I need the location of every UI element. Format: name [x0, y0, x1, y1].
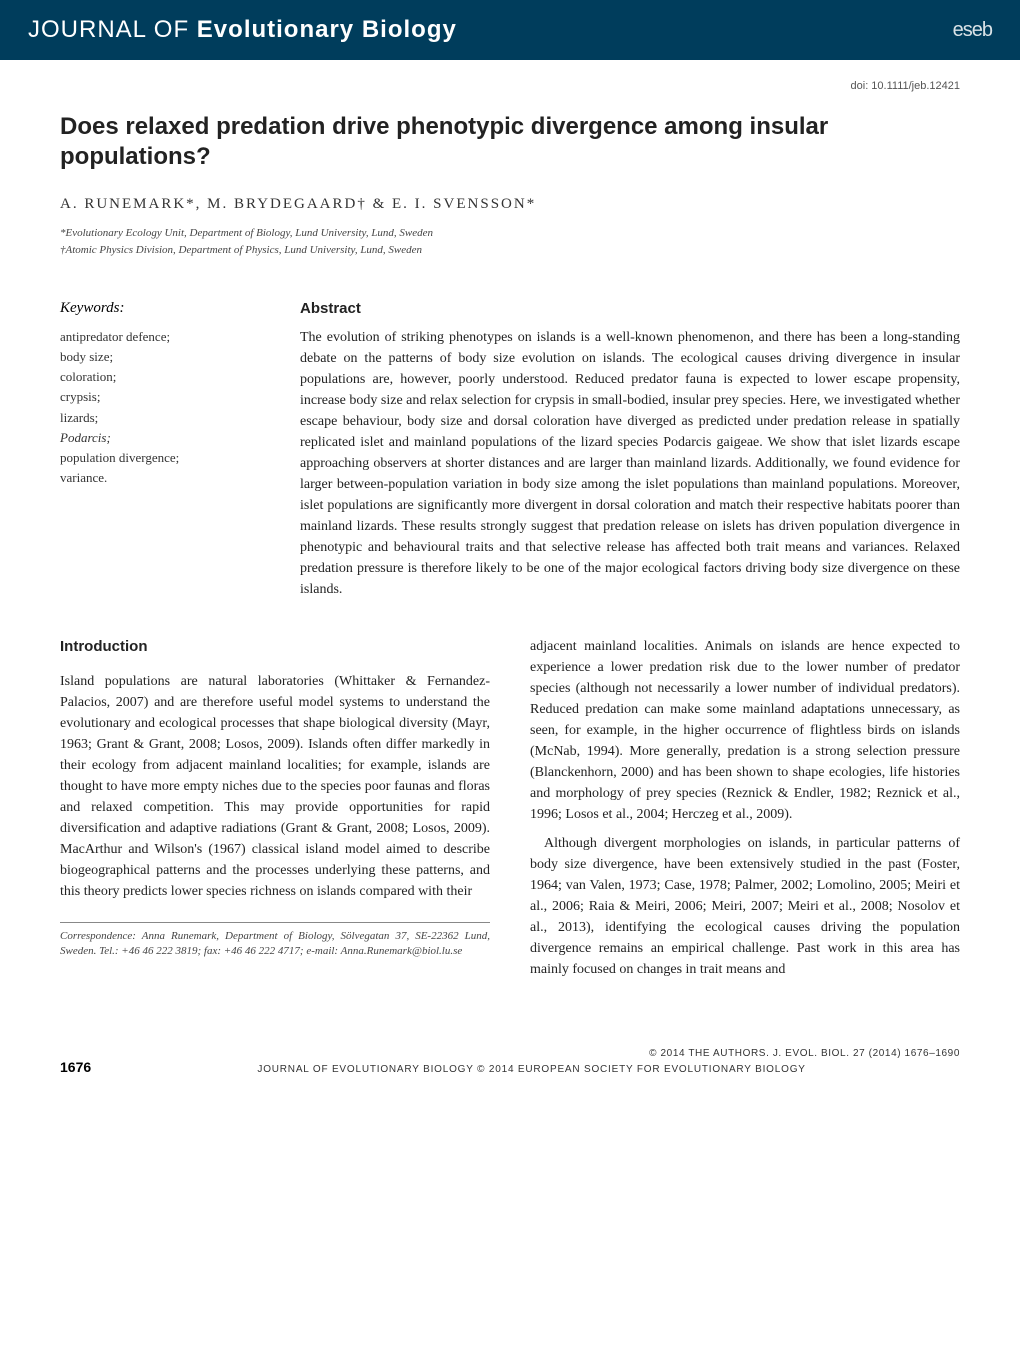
column-right: adjacent mainland localities. Animals on…: [530, 636, 960, 988]
abstract-column: Abstract The evolution of striking pheno…: [300, 300, 960, 600]
page-footer: © 2014 THE AUTHORS. J. EVOL. BIOL. 27 (2…: [0, 1028, 1020, 1091]
journal-banner: JOURNAL OF Evolutionary Biology eseb: [0, 0, 1020, 60]
keyword: Podarcis;: [60, 428, 250, 448]
author-list: A. RUNEMARK*, M. BRYDEGAARD† & E. I. SVE…: [60, 196, 960, 213]
keyword: crypsis;: [60, 387, 250, 407]
keyword: population divergence;: [60, 448, 250, 468]
paragraph: adjacent mainland localities. Animals on…: [530, 636, 960, 825]
keyword: lizards;: [60, 408, 250, 428]
footer-row: 1676 JOURNAL OF EVOLUTIONARY BIOLOGY © 2…: [60, 1059, 960, 1075]
introduction-heading: Introduction: [60, 636, 490, 659]
correspondence-label: Correspondence:: [60, 930, 136, 942]
society-badge: eseb: [953, 19, 992, 42]
keyword: variance.: [60, 468, 250, 488]
abstract-heading: Abstract: [300, 300, 960, 317]
keywords-list: antipredator defence; body size; colorat…: [60, 327, 250, 488]
article-content: Does relaxed predation drive phenotypic …: [0, 100, 1020, 1028]
abstract-text: The evolution of striking phenotypes on …: [300, 327, 960, 600]
affiliations: *Evolutionary Ecology Unit, Department o…: [60, 225, 960, 258]
keywords-abstract-row: Keywords: antipredator defence; body siz…: [60, 300, 960, 600]
keywords-column: Keywords: antipredator defence; body siz…: [60, 300, 250, 600]
keyword: coloration;: [60, 367, 250, 387]
keyword: antipredator defence;: [60, 327, 250, 347]
keywords-heading: Keywords:: [60, 300, 250, 317]
keyword: body size;: [60, 347, 250, 367]
correspondence-block: Correspondence: Anna Runemark, Departmen…: [60, 922, 490, 960]
journal-prefix: JOURNAL OF: [28, 16, 189, 43]
paragraph: Island populations are natural laborator…: [60, 671, 490, 902]
journal-main: Evolutionary Biology: [197, 16, 457, 43]
affiliation-2: †Atomic Physics Division, Department of …: [60, 242, 960, 259]
column-left: Introduction Island populations are natu…: [60, 636, 490, 988]
journal-footer-line: JOURNAL OF EVOLUTIONARY BIOLOGY © 2014 E…: [103, 1064, 960, 1075]
page-number: 1676: [60, 1059, 91, 1075]
badge-text: eseb: [953, 19, 992, 41]
article-title: Does relaxed predation drive phenotypic …: [60, 112, 960, 172]
copyright-line: © 2014 THE AUTHORS. J. EVOL. BIOL. 27 (2…: [60, 1048, 960, 1059]
doi: doi: 10.1111/jeb.12421: [0, 60, 1020, 100]
affiliation-1: *Evolutionary Ecology Unit, Department o…: [60, 225, 960, 242]
journal-title: JOURNAL OF Evolutionary Biology: [28, 16, 457, 44]
body-columns: Introduction Island populations are natu…: [60, 636, 960, 988]
paragraph: Although divergent morphologies on islan…: [530, 833, 960, 980]
